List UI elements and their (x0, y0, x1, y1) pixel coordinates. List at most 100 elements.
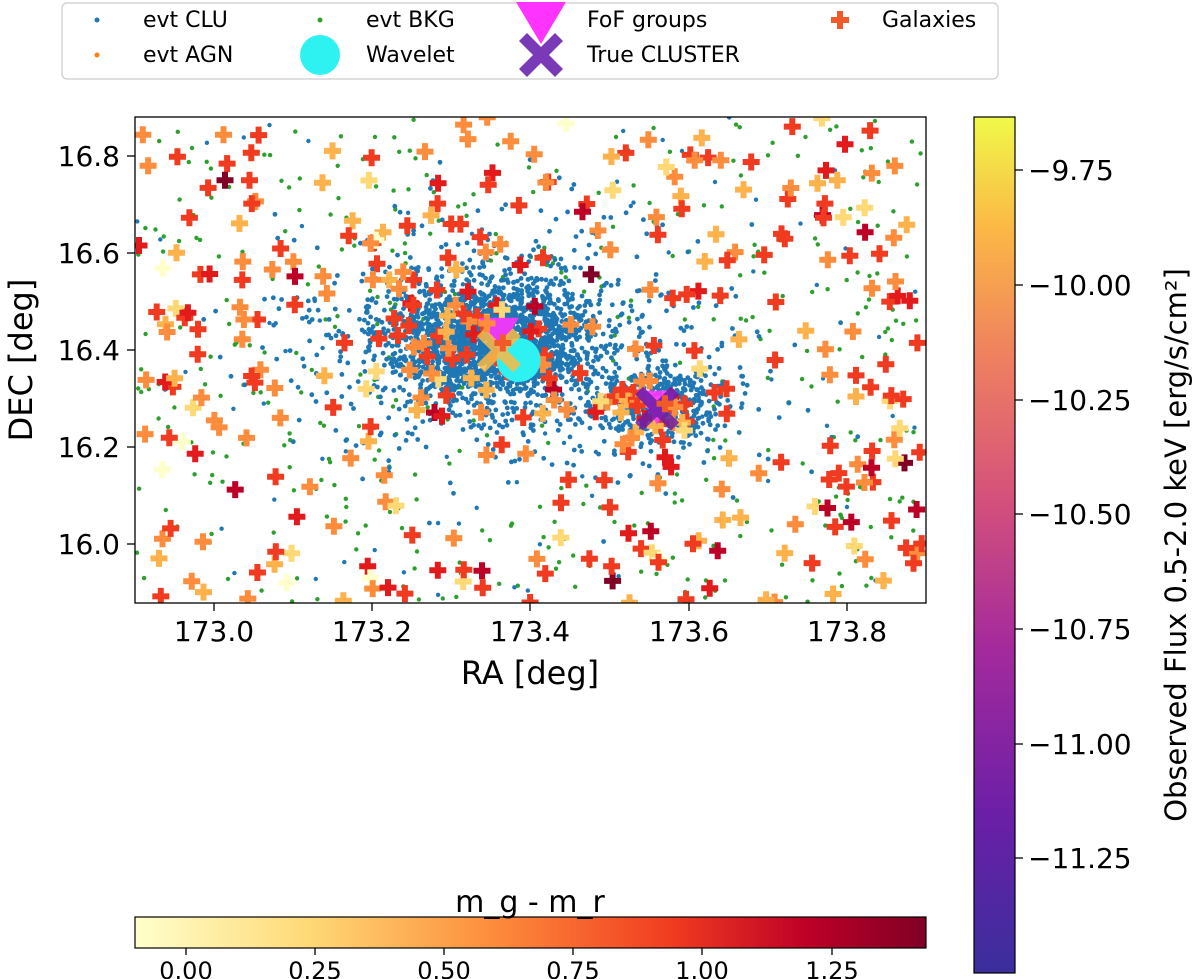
evt-bkg-point (247, 343, 252, 348)
galaxy-marker (400, 317, 418, 335)
galaxy-marker (426, 404, 443, 421)
evt-clu-point (558, 310, 563, 316)
evt-bkg-point (240, 249, 245, 254)
galaxy-marker (656, 395, 674, 413)
galaxy-marker (233, 330, 251, 348)
evt-clu-point (565, 366, 571, 372)
evt-clu-point (427, 417, 433, 423)
evt-clu-point (514, 406, 520, 411)
galaxy-marker (364, 580, 382, 598)
galaxy-marker (604, 572, 622, 590)
galaxy-marker (231, 298, 249, 316)
evt-bkg-point (220, 479, 225, 484)
galaxy-marker (362, 234, 380, 252)
evt-clu-point (345, 360, 351, 366)
galaxy-marker (534, 249, 552, 267)
evt-clu-point (306, 319, 312, 325)
evt-clu-point (695, 416, 701, 421)
evt-clu-point (614, 374, 619, 380)
evt-bkg-point (711, 543, 716, 548)
galaxy-marker (455, 117, 473, 134)
evt-bkg-point (480, 528, 485, 533)
evt-bkg-point (795, 153, 801, 158)
galaxy-marker (360, 171, 378, 189)
evt-bkg-point (375, 321, 380, 327)
evt-clu-point (364, 310, 369, 315)
galaxy-marker (180, 209, 198, 227)
evt-clu-point (421, 310, 427, 316)
evt-clu-point (603, 414, 608, 420)
galaxy-marker (534, 404, 552, 422)
evt-clu-point (568, 310, 573, 315)
evt-bkg-point (711, 456, 717, 461)
galaxy-marker (150, 549, 168, 567)
evt-bkg-point (835, 399, 840, 404)
evt-clu-point (604, 350, 610, 355)
evt-clu-point (643, 350, 649, 356)
evt-clu-point (384, 294, 390, 299)
galaxy-marker (732, 509, 749, 527)
galaxy-marker (891, 419, 909, 437)
galaxy-marker (179, 304, 197, 322)
evt-bkg-point (860, 354, 865, 360)
evt-clu-point (558, 256, 564, 262)
galaxy-marker (278, 574, 296, 592)
evt-clu-point (450, 398, 456, 404)
evt-clu-point (739, 401, 745, 406)
evt-clu-point (378, 394, 383, 400)
evt-bkg-point (682, 317, 687, 322)
evt-bkg-point (335, 314, 340, 319)
evt-clu-point (699, 399, 704, 405)
galaxy-marker (757, 591, 775, 603)
evt-clu-point (553, 276, 559, 281)
galaxy-marker (783, 118, 801, 136)
evt-bkg-point (889, 337, 894, 343)
evt-clu-point (328, 335, 334, 341)
evt-clu-point (569, 377, 575, 383)
galaxy-marker (437, 323, 455, 341)
galaxy-marker (845, 537, 863, 555)
galaxy-marker (871, 245, 888, 263)
galaxy-marker (416, 143, 434, 161)
evt-bkg-point (651, 125, 656, 131)
evt-clu-point (598, 423, 603, 428)
evt-clu-point (542, 431, 548, 436)
evt-bkg-point (667, 149, 673, 154)
evt-clu-point (385, 328, 391, 334)
evt-clu-point (698, 378, 704, 383)
color-colorbar-tick-label: 1.00 (675, 957, 728, 979)
galaxy-marker (241, 171, 258, 189)
galaxy-marker (154, 259, 172, 277)
evt-bkg-point (612, 519, 617, 525)
galaxy-marker (834, 208, 852, 226)
flux-colorbar-label: Observed Flux 0.5-2.0 keV [erg/s/cm²] (1159, 268, 1193, 822)
galaxy-marker (821, 437, 839, 455)
evt-clu-point (391, 356, 397, 362)
evt-bkg-point (872, 118, 878, 124)
evt-clu-point (556, 175, 562, 181)
galaxy-marker (288, 508, 306, 526)
evt-clu-point (703, 412, 709, 418)
evt-clu-point (584, 335, 590, 341)
evt-clu-point (494, 430, 500, 435)
evt-bkg-point (559, 270, 564, 275)
evt-clu-point (577, 416, 582, 422)
evt-bkg-point (471, 192, 476, 197)
evt-clu-point (591, 371, 596, 377)
evt-clu-point (382, 307, 387, 313)
evt-clu-point (466, 341, 472, 347)
evt-clu-point (474, 505, 479, 510)
evt-clu-point (492, 419, 498, 424)
galaxy-marker (699, 149, 717, 167)
evt-clu-point (460, 293, 465, 299)
evt-clu-point (686, 432, 692, 438)
evt-clu-point (687, 397, 692, 403)
evt-clu-point (678, 325, 684, 331)
evt-clu-point (657, 370, 663, 375)
evt-clu-point (483, 275, 488, 281)
evt-clu-point (824, 423, 830, 428)
evt-clu-point (707, 364, 713, 370)
galaxy-marker (380, 271, 398, 289)
evt-clu-point (554, 329, 560, 335)
evt-clu-point (461, 327, 467, 333)
